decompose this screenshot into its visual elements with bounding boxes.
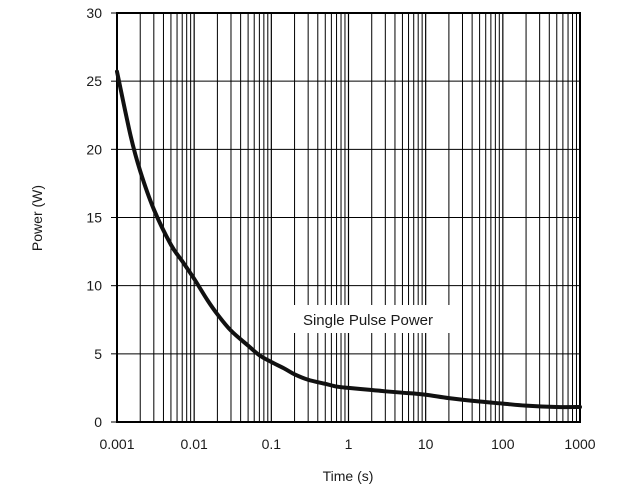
x-tick-label: 0.01 — [181, 436, 208, 452]
annotation-background — [283, 305, 453, 333]
x-tick-label: 1000 — [564, 436, 595, 452]
y-tick-labels: 0 5 10 15 20 25 30 — [86, 5, 102, 430]
annotation-label: Single Pulse Power — [303, 312, 433, 329]
y-tick-label: 15 — [86, 210, 102, 226]
y-axis-label: Power (W) — [29, 185, 45, 251]
y-tick-label: 0 — [94, 414, 102, 430]
x-tick-labels: 0.001 0.01 0.1 1 10 100 1000 — [99, 436, 595, 452]
y-tick-label: 25 — [86, 73, 102, 89]
y-tick-label: 10 — [86, 278, 102, 294]
major-gridlines — [111, 12, 581, 423]
x-tick-label: 10 — [418, 436, 434, 452]
x-tick-label: 0.001 — [99, 436, 134, 452]
x-axis-label: Time (s) — [323, 468, 374, 484]
series-line — [115, 69, 582, 410]
x-tick-label: 1 — [345, 436, 353, 452]
y-tick-label: 20 — [86, 141, 102, 157]
y-tick-label: 5 — [94, 346, 102, 362]
x-tick-label: 100 — [491, 436, 515, 452]
plot-frame — [116, 12, 581, 423]
x-tick-label: 0.1 — [262, 436, 282, 452]
y-tick-label: 30 — [86, 5, 102, 21]
